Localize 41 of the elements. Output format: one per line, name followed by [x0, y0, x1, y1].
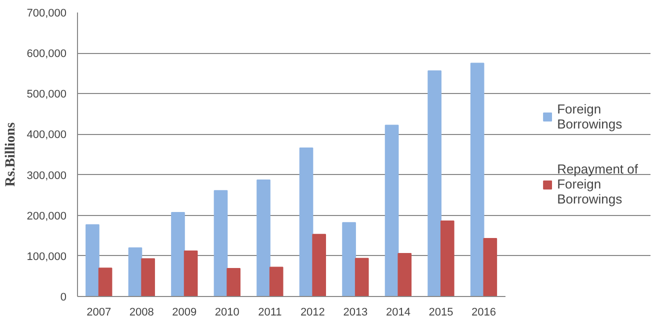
y-tick-label: 600,000 — [26, 48, 67, 60]
x-tick-label: 2016 — [471, 306, 496, 318]
bar — [398, 252, 412, 296]
y-tick-label: 0 — [60, 292, 67, 304]
x-tick-label: 2013 — [343, 306, 368, 318]
y-tick-label: 700,000 — [26, 8, 67, 20]
x-tick-label: 2011 — [258, 306, 282, 318]
bar — [483, 238, 498, 296]
bar — [269, 266, 284, 296]
bar — [354, 258, 369, 296]
bar — [440, 220, 454, 296]
bar — [312, 234, 326, 296]
bar — [214, 190, 228, 296]
x-tick-label: 2010 — [214, 306, 240, 318]
y-tick-label: 400,000 — [26, 129, 67, 142]
bar — [226, 268, 240, 296]
x-tick-label: 2015 — [428, 306, 454, 318]
bar — [428, 70, 442, 296]
bar — [299, 148, 314, 296]
bar — [470, 62, 484, 296]
x-tick-label: 2009 — [172, 306, 197, 318]
y-axis-title: Rs.Billions — [4, 122, 19, 187]
x-tick-label: 2012 — [300, 306, 325, 318]
legend-label: Repayment of Foreign Borrowings — [557, 162, 638, 206]
bar — [384, 124, 399, 296]
bar — [256, 180, 270, 296]
bar — [141, 258, 155, 296]
bar — [86, 224, 100, 296]
x-tick-label: 2008 — [129, 306, 154, 318]
bar — [184, 250, 198, 296]
y-tick-label: 200,000 — [26, 210, 67, 222]
y-tick-label: 500,000 — [26, 88, 67, 101]
y-tick-label: 300,000 — [26, 170, 67, 182]
bar — [171, 212, 185, 296]
y-tick-label: 100,000 — [26, 250, 67, 263]
x-tick-label: 2014 — [386, 306, 410, 318]
bar — [98, 268, 112, 296]
legend-label: Foreign Borrowings — [557, 102, 622, 132]
bar — [342, 222, 356, 296]
x-tick-label: 2007 — [86, 306, 112, 318]
bar — [128, 247, 142, 296]
